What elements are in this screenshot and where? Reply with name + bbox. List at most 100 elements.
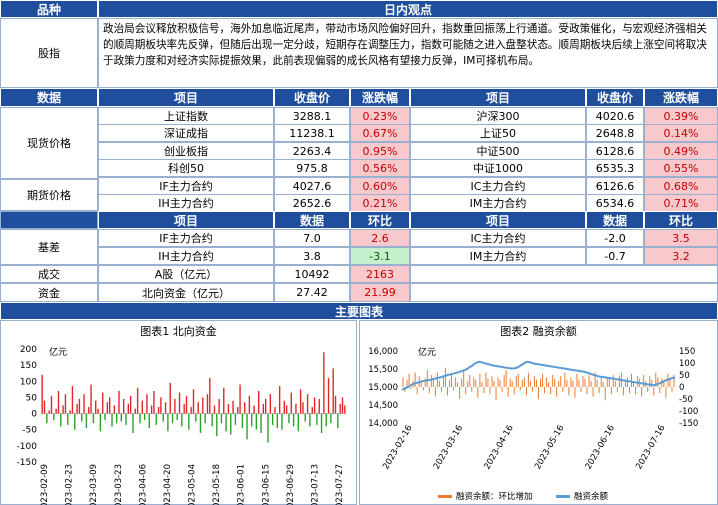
chart1-bar-130 [344,405,346,414]
chart2-bar-70 [544,387,546,393]
price-row-5-col-5: 0.71% [644,194,718,212]
chart1-bar-122 [325,413,327,427]
basis-header-4: 数据 [586,211,644,229]
chart1-bar-114 [306,394,309,414]
price-row-3-col-5: 0.55% [644,159,718,177]
chart1-bar-118 [316,413,318,425]
chart2-bar-69 [542,373,544,387]
chart1-bar-20 [88,407,90,414]
chart1-bar-50 [157,407,160,414]
chart1-bar-113 [304,413,306,422]
chart1-bar-97 [267,413,269,443]
chart1-bar-0 [41,374,43,414]
chart2-bar-89 [582,376,584,387]
chart2-bar-66 [535,379,537,387]
chart1-bar-90 [251,413,253,427]
chart1-bar-71 [206,394,209,414]
chart2-bar-33 [469,375,471,387]
chart1-bar-12 [69,410,71,414]
price-header-6: 涨跌幅 [644,88,718,107]
chart2-xtick-5: 2023-07-16 [634,424,667,472]
basis-row-0-col-5: 3.5 [644,229,718,247]
chart2-bar-96 [596,379,598,387]
chart2-bar-121 [647,387,649,392]
chart1-ytick-2: 100 [20,377,37,387]
chart1-bar-60 [181,413,183,427]
chart2-bar-24 [451,373,453,387]
chart2-bar-111 [626,377,628,387]
price-row-2-col-3: 中证500 [410,142,586,160]
chart2-ytick-right-4: -50 [679,395,693,405]
chart1-bar-54 [167,413,169,432]
chart1-bar-37 [127,403,130,414]
chart2-bar-101 [606,377,608,387]
chart2-bar-52 [507,387,509,397]
chart2-ytick-right-2: 50 [679,371,690,381]
chart1-bar-89 [248,395,251,414]
chart1-xtick-7: 2023-05-18 [212,464,222,505]
chart2-bar-20 [442,376,444,387]
chart1-bar-79 [225,413,227,432]
chart2-bar-75 [554,378,556,387]
chart2-bar-35 [473,377,475,387]
view-label: 股指 [0,18,98,88]
chart1-bar-23 [95,400,97,414]
chart1-bar-1 [43,400,46,414]
chart2-bar-51 [505,370,507,387]
chart1-title: 图表1 北向资金 [140,325,217,338]
chart2-bar-71 [546,377,548,387]
chart2-bar-36 [475,379,477,387]
chart1-bar-42 [139,413,141,424]
price-row-3-col-0: 科创50 [98,159,274,177]
chart2-bar-23 [449,379,451,387]
basis-row-1-col-5: 3.2 [644,247,718,265]
chart1-bar-101 [276,413,279,429]
price-row-3-col-2: 0.56% [350,159,410,177]
chart2-bar-132 [669,379,671,387]
chart2-bar-15 [432,379,434,387]
chart2-bar-0 [402,377,404,387]
chart1-bar-88 [246,413,248,440]
chart2-bar-127 [659,387,661,393]
chart2-legend-swatch-1 [556,495,570,498]
chart1-bar-77 [220,413,223,424]
chart2-bar-53 [509,378,511,387]
chart2-bar-61 [525,387,527,396]
chart2-bar-46 [495,387,497,401]
chart1-bar-62 [185,395,188,414]
chart1-xtick-3: 2023-03-23 [114,464,124,505]
chart1-bar-86 [241,413,244,429]
chart2-bar-12 [426,370,428,387]
chart1-bar-87 [244,402,246,414]
chart1-bar-69 [202,397,204,414]
chart1-bar-72 [209,378,211,414]
chart1-bar-57 [174,399,176,414]
basis-header-2: 环比 [350,211,410,229]
price-row-2-col-5: 0.49% [644,142,718,160]
chart2-bar-21 [444,367,446,387]
chart1-bar-111 [299,389,302,414]
chart1-xtick-2: 2023-03-09 [89,464,99,505]
price-row-0-col-1: 3288.1 [274,107,350,125]
view-text: 政治局会议释放积极信号，海外加息临近尾声，带动市场风险偏好回升，指数重回振荡上行… [98,18,718,88]
chart1-xtick-5: 2023-04-20 [163,464,173,505]
chart1-bar-93 [257,390,260,414]
chart2-bar-3 [408,373,410,387]
chart2-bar-88 [580,387,582,392]
price-row-1-col-0: 深证成指 [98,124,274,142]
chart1-bar-92 [255,413,258,430]
price-row-5-col-4: 6534.6 [586,194,644,212]
chart2-bar-86 [576,373,578,387]
chart1-bar-82 [232,400,234,414]
chart2-line-margin-balance [401,360,676,391]
chart1-bar-110 [297,413,299,432]
price-row-5-col-3: IM主力合约 [410,194,586,212]
chart1-bar-78 [223,387,225,414]
chart2-bar-26 [455,377,457,387]
chart2-bar-74 [552,375,554,387]
chart1-xtick-1: 2023-02-23 [65,464,75,505]
chart1-bar-45 [146,394,148,414]
chart1-bar-10 [64,394,67,414]
chart1-bar-31 [113,405,116,414]
basis-row-1-col-0: IH主力合约 [98,247,274,265]
